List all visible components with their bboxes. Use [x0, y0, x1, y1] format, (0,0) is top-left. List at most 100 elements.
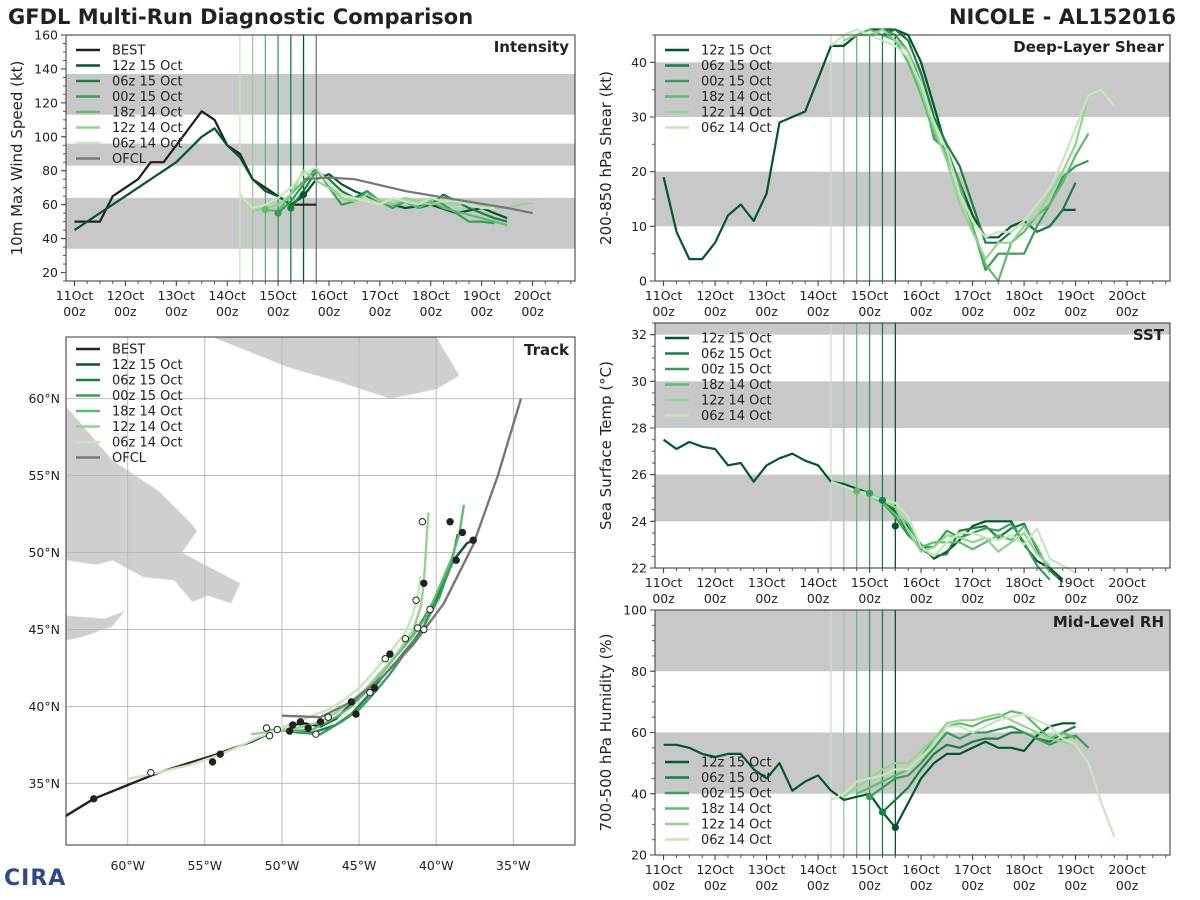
rh-ylabel: 700-500 hPa Humidity (%): [597, 633, 615, 831]
track-position-marker: [273, 725, 282, 734]
rh-legend-label-18z-14-oct: 18z 14 Oct: [701, 802, 772, 817]
intensity-xtick-sublabel: 00z: [165, 304, 188, 319]
sst-band-1: [655, 381, 1170, 428]
shear-legend-label-18z-14-oct: 18z 14 Oct: [701, 90, 772, 105]
rh-legend-label-06z-14-oct: 06z 14 Oct: [701, 833, 772, 848]
intensity-legend-label-12z-14-oct: 12z 14 Oct: [112, 121, 183, 136]
rh-legend-label-12z-15-oct: 12z 15 Oct: [701, 756, 772, 771]
track-ytick-label: 45°N: [28, 622, 60, 637]
rh-xtick-sublabel: 00z: [910, 878, 933, 893]
track-position-marker: [289, 721, 297, 729]
sst-marker-12z-15-oct: [891, 522, 899, 530]
intensity-xtick-sublabel: 00z: [420, 304, 443, 319]
shear-xtick-label: 11Oct: [645, 288, 683, 303]
shear-xtick-sublabel: 00z: [807, 304, 830, 319]
track-position-marker: [420, 579, 428, 588]
rh-xtick-sublabel: 00z: [704, 878, 727, 893]
sst-xtick-label: 12Oct: [696, 575, 734, 590]
track-position-marker: [381, 655, 389, 663]
rh-ytick-label: 80: [631, 664, 647, 679]
intensity-xtick-label: 13Oct: [158, 288, 196, 303]
intensity-marker-00z-15-oct: [274, 209, 282, 217]
intensity-series-06z-14-oct: [239, 166, 495, 210]
sst-ytick-label: 22: [631, 561, 647, 576]
intensity-title: Intensity: [494, 38, 570, 56]
rh-xtick-sublabel: 00z: [1116, 878, 1139, 893]
shear-xtick-label: 17Oct: [954, 288, 992, 303]
shear-series-06z-14-oct: [830, 28, 1116, 239]
shear-ytick-label: 30: [631, 110, 647, 125]
intensity-series-00z-15-oct: [277, 166, 495, 225]
rh-marker-00z-15-oct: [865, 793, 874, 801]
shear-legend-label-12z-14-oct: 12z 14 Oct: [701, 106, 772, 121]
rh-band-1: [655, 610, 1170, 672]
shear-xtick-label: 16Oct: [902, 288, 940, 303]
shear-frame: [654, 34, 1171, 282]
rh-xtick-label: 12Oct: [696, 862, 734, 877]
sst-marker-06z-15-oct: [878, 496, 887, 504]
intensity-ytick-label: 120: [34, 95, 58, 110]
shear-legend-label-00z-15-oct: 00z 15 Oct: [701, 75, 772, 90]
rh-xtick-sublabel: 00z: [755, 878, 778, 893]
track-series-12z-14-oct: [250, 512, 430, 736]
rh-legend-label-00z-15-oct: 00z 15 Oct: [701, 787, 772, 802]
track-position-marker: [386, 650, 394, 658]
rh-panel: 2040608010011Oct00z12Oct00z13Oct00z14Oct…: [597, 603, 1171, 893]
sst-panel: 22242628303211Oct00z12Oct00z13Oct00z14Oc…: [597, 322, 1171, 606]
intensity-xtick-label: 15Oct: [259, 288, 297, 303]
intensity-xtick-label: 17Oct: [361, 288, 399, 303]
track-position-marker: [285, 727, 294, 735]
storm-label: NICOLE - AL152016: [948, 5, 1176, 29]
track-position-marker: [262, 724, 271, 732]
sst-frame: [654, 322, 1171, 569]
sst-xtick-sublabel: 00z: [1013, 591, 1036, 606]
sst-xtick-label: 17Oct: [954, 575, 992, 590]
shear-xtick-sublabel: 00z: [755, 304, 778, 319]
track-legend-label-06z-15-oct: 06z 15 Oct: [112, 374, 183, 389]
intensity-ytick-label: 20: [42, 265, 58, 280]
track-position-marker: [312, 730, 320, 738]
intensity-xtick-label: 16Oct: [310, 288, 348, 303]
track-position-marker: [90, 795, 98, 803]
rh-xtick-label: 16Oct: [902, 862, 940, 877]
shear-xtick-label: 13Oct: [748, 288, 786, 303]
track-position-marker: [426, 605, 434, 614]
intensity-frame: [65, 34, 576, 282]
intensity-legend-label-00z-15-oct: 00z 15 Oct: [112, 90, 183, 105]
sst-xtick-sublabel: 00z: [807, 591, 830, 606]
intensity-legend-label-12z-15-oct: 12z 15 Oct: [112, 59, 183, 74]
rh-series-00z-15-oct: [868, 725, 1090, 798]
land-labrador-newfoundland: [66, 405, 241, 604]
rh-xtick-label: 18Oct: [1005, 862, 1043, 877]
rh-xtick-sublabel: 00z: [1013, 878, 1036, 893]
shear-xtick-sublabel: 00z: [1013, 304, 1036, 319]
sst-xtick-label: 16Oct: [902, 575, 940, 590]
figure-title: GFDL Multi-Run Diagnostic Comparison: [8, 5, 474, 29]
sst-title: SST: [1133, 326, 1165, 344]
sst-legend-label-12z-14-oct: 12z 14 Oct: [701, 394, 772, 409]
shear-xtick-label: 12Oct: [696, 288, 734, 303]
intensity-ylabel: 10m Max Wind Speed (kt): [8, 61, 26, 256]
intensity-marker-06z-15-oct: [287, 204, 295, 212]
sst-series-18z-14-oct: [856, 489, 1051, 574]
track-position-marker: [147, 768, 155, 777]
intensity-ytick-label: 160: [34, 28, 58, 43]
shear-ytick-label: 10: [631, 219, 647, 234]
intensity-legend-label-18z-14-oct: 18z 14 Oct: [112, 106, 183, 121]
sst-ytick-label: 32: [631, 327, 647, 342]
rh-xtick-label: 14Oct: [799, 862, 837, 877]
track-series-best: [66, 722, 326, 817]
intensity-legend-label-best: BEST: [112, 44, 145, 59]
track-series-ofcl: [281, 398, 523, 719]
sst-legend-label-18z-14-oct: 18z 14 Oct: [701, 378, 772, 393]
intensity-xtick-label: 11Oct: [56, 288, 94, 303]
shear-legend-label-06z-14-oct: 06z 14 Oct: [701, 121, 772, 136]
track-series-00z-15-oct: [273, 556, 456, 736]
intensity-xtick-sublabel: 00z: [470, 304, 493, 319]
track-position-marker: [265, 732, 274, 740]
track-frame: [65, 336, 576, 846]
rh-xtick-label: 15Oct: [851, 862, 889, 877]
sst-xtick-label: 18Oct: [1005, 575, 1043, 590]
track-xtick-label: 40°W: [419, 858, 454, 873]
shear-series-12z-14-oct: [843, 28, 1102, 261]
